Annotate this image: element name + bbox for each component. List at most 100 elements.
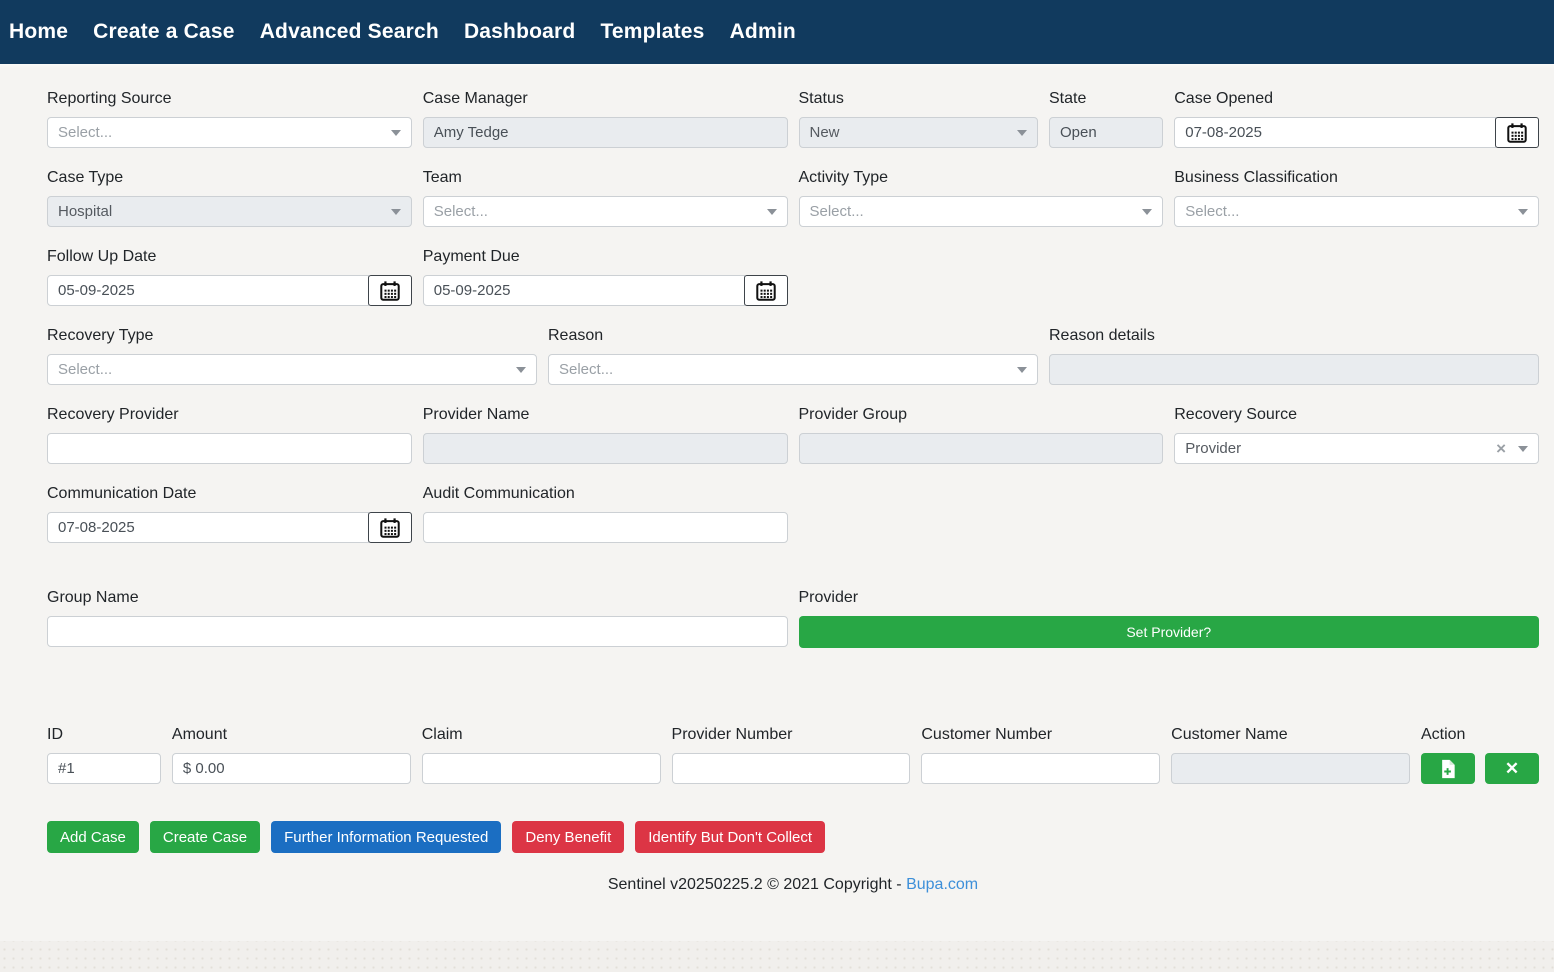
customer-number-label: Customer Number [921, 726, 1053, 743]
calendar-icon [1506, 122, 1528, 144]
payment-due-calendar-button[interactable] [743, 275, 788, 306]
recovery-type-placeholder: Select... [58, 361, 113, 378]
reason-details-label: Reason details [1049, 327, 1155, 344]
chevron-down-icon [516, 366, 526, 373]
recovery-type-label: Recovery Type [47, 327, 154, 344]
business-classification-select[interactable]: Select... [1174, 196, 1539, 227]
recovery-source-label: Recovery Source [1174, 406, 1297, 423]
chevron-down-icon [1017, 129, 1027, 136]
state-label: State [1049, 90, 1087, 107]
recovery-provider-input[interactable] [47, 433, 412, 464]
nav-item-create-a-case[interactable]: Create a Case [93, 20, 235, 43]
footer-version-text: Sentinel v20250225.2 © 2021 Copyright - [607, 876, 902, 893]
claim-label: Claim [421, 726, 463, 743]
recovery-source-select[interactable]: Provider × [1174, 433, 1539, 464]
case-type-value: Hospital [58, 203, 113, 220]
state-field [1049, 117, 1164, 148]
calendar-icon [379, 280, 401, 302]
nav-item-admin[interactable]: Admin [729, 20, 796, 43]
create-case-button[interactable]: Create Case [149, 821, 261, 853]
communication-date-input[interactable] [47, 512, 369, 543]
reason-details-field [1049, 354, 1539, 385]
case-opened-label: Case Opened [1174, 90, 1273, 107]
provider-number-input[interactable] [671, 753, 911, 784]
reason-placeholder: Select... [559, 361, 614, 378]
action-label: Action [1420, 726, 1466, 743]
status-value: New [809, 124, 840, 141]
team-label: Team [422, 169, 462, 186]
chevron-down-icon [1518, 208, 1528, 215]
business-classification-placeholder: Select... [1185, 203, 1240, 220]
chevron-down-icon [1142, 208, 1153, 215]
follow-up-date-input[interactable] [47, 275, 369, 306]
reason-select[interactable]: Select... [548, 354, 1038, 385]
nav-item-home[interactable]: Home [9, 20, 69, 43]
activity-type-select[interactable]: Select... [798, 196, 1164, 227]
group-name-label: Group Name [47, 589, 139, 606]
audit-communication-label: Audit Communication [422, 485, 575, 502]
claim-id-label: ID [47, 726, 63, 743]
top-navbar: Home Create a Case Advanced Search Dashb… [0, 0, 1554, 64]
amount-input[interactable] [171, 753, 411, 784]
calendar-icon [379, 517, 401, 539]
case-form: Reporting Source Select... Case Manager … [0, 64, 1554, 941]
audit-communication-input[interactable] [422, 512, 788, 543]
status-label: Status [798, 90, 844, 107]
bupa-link[interactable]: Bupa.com [906, 876, 979, 893]
chevron-down-icon [390, 129, 401, 136]
case-manager-label: Case Manager [422, 90, 528, 107]
customer-name-field [1171, 753, 1410, 784]
activity-type-placeholder: Select... [809, 203, 864, 220]
claim-input[interactable] [421, 753, 661, 784]
identify-but-dont-collect-button[interactable]: Identify But Don't Collect [635, 821, 826, 853]
payment-due-input[interactable] [422, 275, 745, 306]
team-select[interactable]: Select... [422, 196, 788, 227]
case-manager-field [422, 117, 788, 148]
status-select[interactable]: New [798, 117, 1038, 148]
add-case-button[interactable]: Add Case [47, 821, 139, 853]
recovery-provider-label: Recovery Provider [47, 406, 179, 423]
customer-number-input[interactable] [921, 753, 1161, 784]
set-provider-button[interactable]: Set Provider? [798, 616, 1539, 648]
footer: Sentinel v20250225.2 © 2021 Copyright - … [47, 876, 1539, 910]
case-type-select[interactable]: Hospital [47, 196, 412, 227]
team-placeholder: Select... [433, 203, 488, 220]
calendar-icon [755, 280, 777, 302]
follow-up-date-label: Follow Up Date [47, 248, 157, 265]
payment-due-label: Payment Due [422, 248, 520, 265]
case-opened-calendar-button[interactable] [1495, 117, 1539, 148]
further-information-requested-button[interactable]: Further Information Requested [271, 821, 502, 853]
recovery-type-select[interactable]: Select... [47, 354, 537, 385]
activity-type-label: Activity Type [798, 169, 889, 186]
group-name-input[interactable] [47, 616, 788, 647]
amount-label: Amount [171, 726, 228, 743]
chevron-down-icon [1518, 445, 1528, 452]
chevron-down-icon [1017, 366, 1027, 373]
business-classification-label: Business Classification [1174, 169, 1338, 186]
remove-claim-line-button[interactable]: ✕ [1484, 753, 1539, 784]
communication-date-label: Communication Date [47, 485, 197, 502]
nav-item-templates[interactable]: Templates [600, 20, 705, 43]
follow-up-date-calendar-button[interactable] [367, 275, 412, 306]
provider-label: Provider [798, 589, 859, 606]
case-opened-input[interactable] [1174, 117, 1496, 148]
reporting-source-select[interactable]: Select... [47, 117, 412, 148]
clear-icon[interactable]: × [1496, 439, 1506, 458]
add-claim-line-button[interactable] [1420, 753, 1475, 784]
x-icon: ✕ [1504, 758, 1520, 778]
nav-item-dashboard[interactable]: Dashboard [463, 20, 576, 43]
provider-group-label: Provider Group [798, 406, 908, 423]
case-type-label: Case Type [47, 169, 124, 186]
provider-name-label: Provider Name [422, 406, 530, 423]
provider-name-field [422, 433, 788, 464]
nav-item-advanced-search[interactable]: Advanced Search [259, 20, 439, 43]
communication-date-calendar-button[interactable] [367, 512, 412, 543]
claim-id-input[interactable] [47, 753, 161, 784]
provider-group-field [798, 433, 1164, 464]
provider-number-label: Provider Number [671, 726, 793, 743]
deny-benefit-button[interactable]: Deny Benefit [512, 821, 625, 853]
reporting-source-placeholder: Select... [58, 124, 113, 141]
chevron-down-icon [766, 208, 777, 215]
customer-name-label: Customer Name [1171, 726, 1288, 743]
reason-label: Reason [548, 327, 604, 344]
